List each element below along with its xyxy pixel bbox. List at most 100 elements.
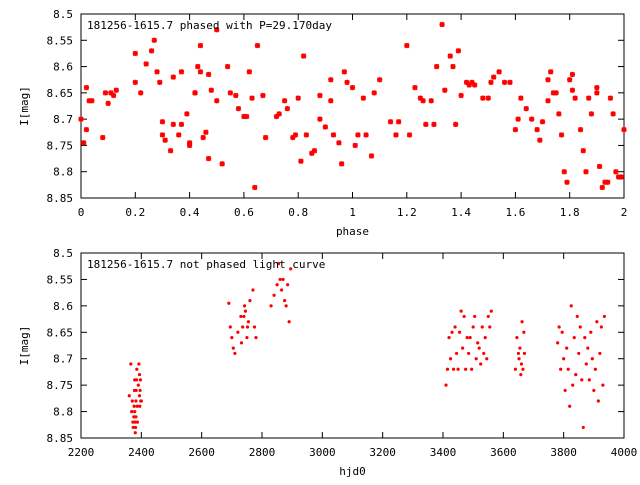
unphased-y-tick-label: 8.8	[53, 406, 73, 419]
phased-data-point	[599, 184, 605, 191]
unphased-y-tick-label: 8.65	[47, 326, 74, 339]
phased-data-point	[529, 116, 535, 122]
unphased-y-tick-label: 8.6	[53, 300, 73, 313]
unphased-data-point	[592, 388, 596, 393]
unphased-x-tick-label: 3200	[369, 446, 396, 459]
phased-data-point	[186, 140, 193, 146]
phased-data-point	[360, 95, 367, 101]
phased-data-point	[412, 84, 418, 91]
unphased-data-point	[569, 304, 573, 308]
unphased-data-point	[560, 330, 564, 334]
unphased-x-tick-label: 3000	[309, 446, 336, 459]
phased-data-point	[583, 169, 589, 175]
unphased-data-point	[488, 325, 492, 329]
unphased-data-point	[565, 346, 569, 350]
phased-y-tick-label: 8.5	[53, 8, 73, 21]
phased-data-point	[393, 132, 399, 138]
unphased-data-point	[583, 335, 587, 340]
unphased-data-point	[456, 367, 460, 371]
phased-x-tick-label: 0.8	[288, 206, 308, 219]
unphased-data-point	[248, 298, 252, 303]
unphased-plot-frame	[80, 252, 625, 439]
unphased-data-point	[482, 351, 486, 356]
phased-data-point	[214, 98, 220, 104]
unphased-data-point	[483, 335, 487, 340]
phased-data-point	[515, 116, 521, 122]
phased-data-point	[605, 179, 611, 185]
unphased-data-point	[134, 415, 138, 419]
phased-data-point	[463, 79, 470, 85]
phased-data-point	[596, 163, 603, 170]
phased-data-point	[330, 132, 337, 138]
unphased-data-point	[137, 372, 142, 377]
unphased-data-point	[138, 388, 142, 393]
phased-x-tick-label: 1.2	[397, 206, 417, 219]
phased-data-point	[455, 48, 462, 54]
unphased-data-point	[599, 325, 603, 329]
unphased-data-point	[513, 367, 518, 371]
unphased-data-point	[133, 431, 137, 435]
phased-data-point	[447, 53, 453, 59]
unphased-data-point	[130, 409, 134, 414]
unphased-data-point	[562, 357, 566, 361]
phased-data-point	[295, 95, 301, 101]
unphased-data-point	[131, 425, 135, 430]
phased-data-point	[132, 79, 138, 85]
phased-data-point	[453, 121, 459, 128]
phased-y-tick-label: 8.8	[53, 166, 73, 179]
phased-data-point	[298, 158, 304, 164]
unphased-y-tick-label: 8.7	[53, 353, 73, 366]
unphased-data-point	[519, 372, 523, 377]
unphased-data-point	[473, 314, 477, 319]
phased-chart-title: 181256-1615.7 phased with P=29.170day	[87, 19, 332, 32]
unphased-data-points	[127, 261, 606, 435]
unphased-data-point	[602, 314, 606, 319]
phased-data-point	[577, 127, 584, 133]
phased-panel: 0 0.2 0.4 0.6 0.8 1 1.2 1.4 1.6 1.8 2 8.5 8.55 8.6 8.6…	[18, 8, 627, 238]
phased-data-point	[260, 92, 266, 99]
phased-data-point	[224, 63, 231, 70]
phased-data-point	[371, 90, 377, 96]
unphased-data-point	[276, 261, 281, 266]
unphased-data-point	[138, 378, 143, 382]
unphased-data-point	[519, 362, 524, 366]
phased-data-point	[292, 132, 299, 138]
phased-data-point	[387, 119, 394, 125]
unphased-chart-title: 181256-1615.7 not phased light curve	[87, 258, 325, 271]
unphased-data-point	[133, 409, 137, 414]
phased-data-point	[162, 137, 168, 143]
phased-data-point	[205, 71, 212, 78]
phased-data-point	[537, 137, 543, 143]
unphased-data-point	[568, 404, 572, 408]
phased-data-point	[564, 179, 570, 185]
phased-data-point	[512, 127, 519, 133]
phased-data-point	[431, 121, 437, 128]
unphased-data-point	[572, 335, 576, 340]
phased-data-point	[349, 84, 356, 91]
phased-x-tick-label: 1.8	[560, 206, 580, 219]
phased-data-point	[539, 119, 546, 125]
unphased-data-point	[574, 372, 578, 377]
unphased-data-point	[242, 314, 246, 319]
phased-data-point	[78, 116, 84, 122]
phased-data-point	[184, 111, 190, 117]
phased-data-point	[344, 79, 350, 85]
unphased-data-point	[520, 320, 524, 324]
unphased-data-point	[239, 341, 244, 345]
phased-data-point	[607, 95, 614, 101]
unphased-data-point	[283, 298, 287, 303]
phased-data-point	[227, 90, 233, 96]
phased-data-point	[262, 134, 269, 141]
unphased-data-point	[137, 394, 142, 398]
phased-data-point	[580, 148, 586, 154]
phased-data-point	[594, 90, 600, 96]
unphased-x-tick-label: 2200	[68, 446, 95, 459]
unphased-data-point	[467, 351, 471, 356]
unphased-data-point	[231, 346, 235, 350]
unphased-data-point	[464, 367, 468, 371]
unphased-data-point	[289, 267, 293, 271]
phased-data-point	[602, 179, 608, 185]
unphased-data-point	[137, 362, 141, 366]
phased-data-point	[143, 61, 149, 67]
